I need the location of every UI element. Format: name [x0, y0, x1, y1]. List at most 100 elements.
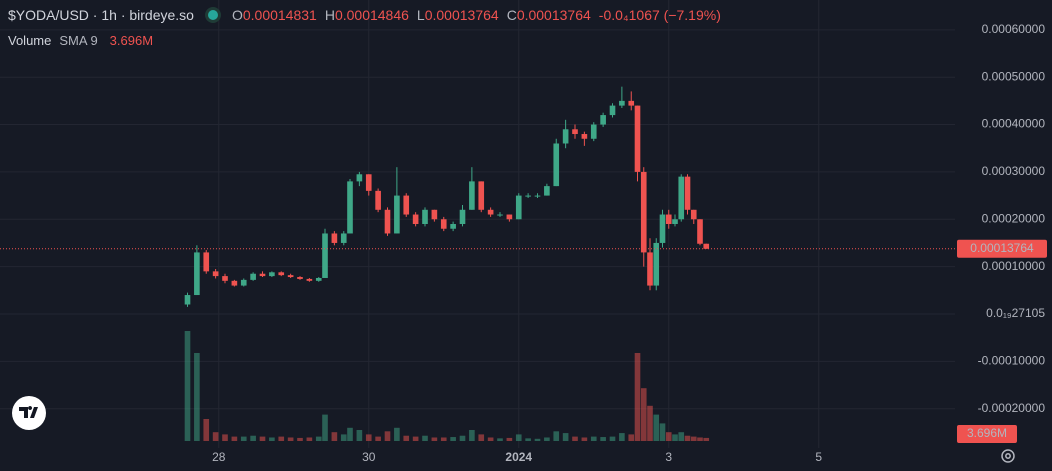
volume-bar: [356, 430, 363, 441]
candle-body: [647, 252, 653, 286]
candle-body: [278, 272, 285, 276]
volume-bar: [278, 436, 285, 441]
volume-bar: [534, 438, 541, 441]
open-label: O: [231, 7, 243, 23]
volume-bar: [487, 437, 494, 441]
candle-body: [659, 214, 666, 243]
volume-bar: [544, 437, 550, 441]
volume-bar: [394, 427, 400, 441]
volume-pane: [184, 331, 710, 441]
volume-bar: [422, 435, 428, 441]
candle-body: [487, 209, 494, 215]
x-tick-label: 30: [362, 450, 376, 464]
volume-bar: [659, 423, 666, 441]
candle-body: [506, 214, 513, 220]
volume-bar: [665, 432, 672, 441]
candle-body: [394, 195, 400, 234]
candle-body: [356, 174, 363, 182]
close-value: 0.00013764: [516, 7, 591, 23]
candle-body: [287, 275, 294, 278]
volume-bar: [619, 433, 625, 441]
candle-body: [544, 186, 550, 196]
volume-bar: [365, 434, 372, 441]
candle-body: [590, 124, 597, 139]
volume-bar: [600, 437, 606, 441]
candle-body: [331, 233, 338, 243]
volume-bar: [184, 331, 191, 441]
y-tick-label: -0.00020000: [978, 401, 1046, 415]
x-tick-label: 5: [815, 450, 822, 464]
volume-bar: [212, 432, 219, 441]
low-label: L: [416, 7, 425, 23]
volume-bar: [640, 388, 647, 441]
candle-body: [497, 214, 503, 216]
last-price-label: 0.00013764: [970, 241, 1034, 255]
candle-body: [365, 174, 372, 191]
settings-icon[interactable]: [1001, 449, 1015, 463]
candle-body: [422, 209, 428, 224]
volume-indicator: SMA 9: [59, 33, 98, 48]
candle-body: [450, 224, 456, 229]
candle-body: [534, 195, 541, 197]
last-price-box: [957, 239, 1047, 258]
volume-bar: [403, 435, 410, 441]
candle-body: [231, 280, 238, 286]
volume-bar: [347, 427, 353, 441]
candle-body: [640, 171, 647, 253]
volume-bar: [315, 436, 322, 441]
y-tick-label: 0.0₁₉27105: [986, 306, 1045, 320]
candle-body: [572, 129, 578, 135]
volume-bar: [478, 434, 485, 441]
volume-bar: [634, 353, 641, 441]
candle-body: [315, 277, 322, 281]
low-value: 0.00013764: [424, 7, 499, 23]
candle-body: [515, 195, 522, 220]
volume-bar: [431, 437, 438, 441]
candle-body: [440, 219, 447, 229]
candle-body: [672, 219, 678, 224]
volume-bar: [269, 437, 275, 441]
symbol: $YODA/USD · 1h · birdeye.so: [8, 7, 194, 23]
volume-bar: [684, 435, 691, 441]
volume-bar: [590, 436, 597, 441]
volume-bar: [306, 437, 313, 441]
volume-bar: [384, 431, 391, 441]
volume-bar: [459, 435, 466, 441]
candle-body: [703, 243, 710, 249]
candle-body: [634, 105, 641, 172]
candle-body: [259, 273, 266, 277]
y-tick-label: 0.00060000: [982, 22, 1046, 36]
x-tick-label: 2024: [505, 450, 532, 464]
candle-body: [478, 181, 485, 210]
candle-body: [459, 209, 466, 224]
volume-bar: [250, 435, 256, 441]
candle-body: [581, 134, 588, 139]
y-tick-label: -0.00010000: [978, 354, 1046, 368]
volume-bar: [653, 414, 660, 441]
candle-body: [212, 271, 219, 277]
volume-bar: [581, 437, 588, 441]
volume-name: Volume: [8, 33, 52, 48]
y-tick-label: 0.00050000: [982, 69, 1046, 83]
candle-body: [203, 252, 210, 272]
volume-bar: [412, 436, 419, 441]
candle-body: [628, 100, 635, 106]
volume-label: 3.696M: [967, 426, 1007, 440]
legend: $YODA/USD · 1h · birdeye.so O 0.00014831…: [8, 7, 721, 23]
candle-body: [678, 176, 685, 220]
candle-body: [553, 143, 560, 187]
volume-bar: [647, 405, 653, 441]
candle-body: [194, 252, 200, 296]
candle-body: [403, 195, 410, 215]
volume-value: 3.696M: [109, 33, 154, 48]
change-value: -0.0₄1067 (−7.19%): [598, 7, 721, 23]
candle-body: [222, 276, 228, 281]
y-tick-label: 0.00010000: [982, 259, 1046, 273]
volume-bar: [450, 437, 456, 441]
candle-body: [600, 115, 606, 125]
volume-bar: [469, 430, 475, 441]
candle-body: [297, 277, 303, 279]
tv-logo: [12, 396, 46, 430]
